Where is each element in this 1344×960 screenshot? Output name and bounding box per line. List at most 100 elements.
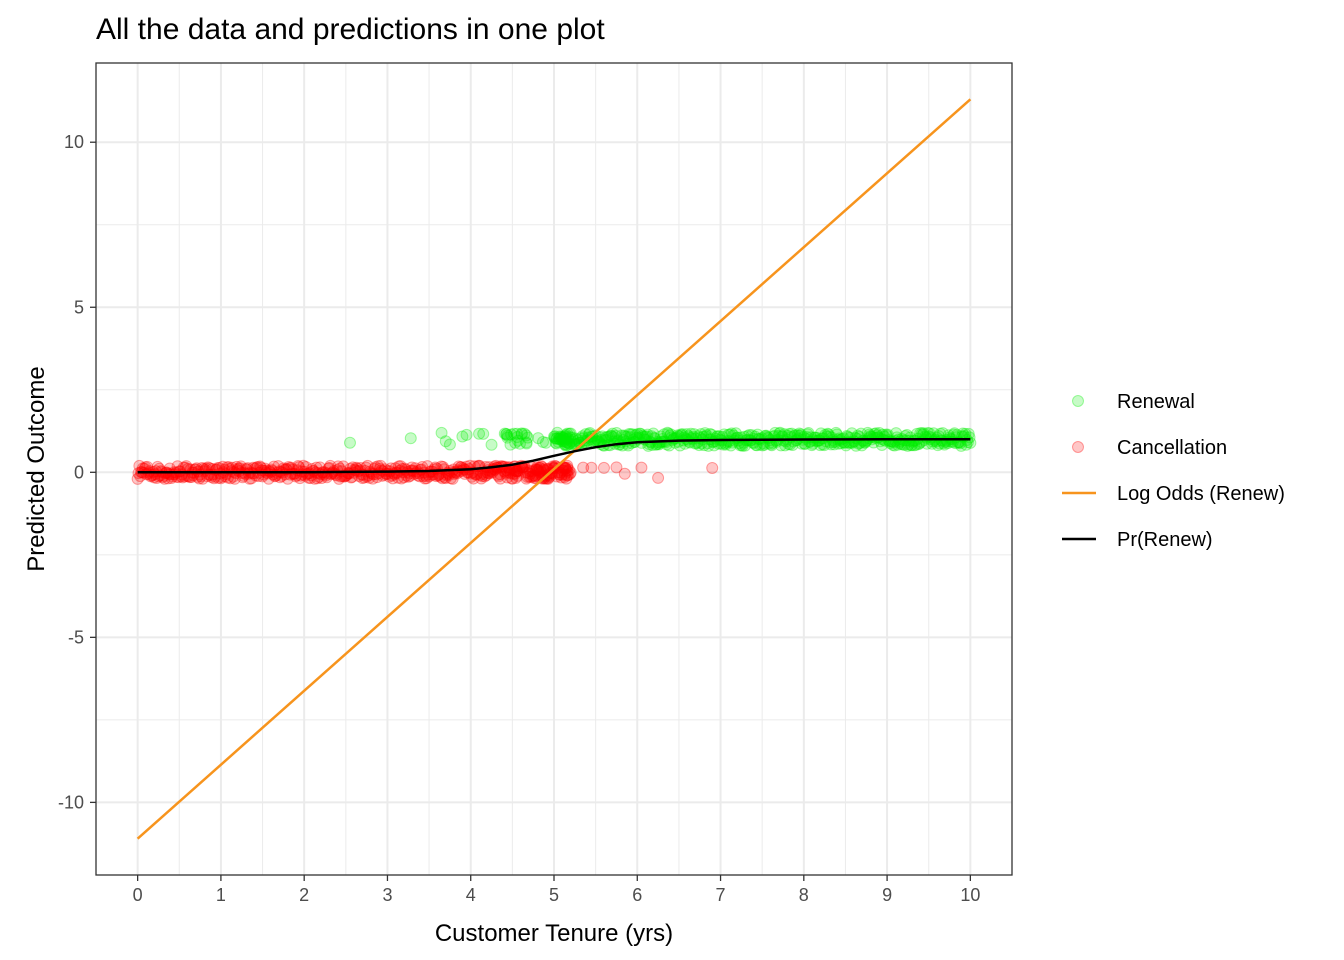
cancellation-point [511, 465, 524, 478]
renewal-point [498, 427, 511, 440]
cancellation-point [492, 470, 505, 483]
cancellation-point [577, 461, 590, 474]
x-tick-label: 10 [960, 885, 980, 905]
cancellation-point [510, 464, 523, 477]
cancellation-point [509, 467, 522, 480]
cancellation-point [418, 472, 431, 485]
cancellation-point [438, 471, 451, 484]
renewal-point [539, 436, 552, 449]
cancellation-point [597, 461, 610, 474]
renewal-point [520, 437, 533, 450]
cancellation-point [336, 470, 349, 483]
cancellation-point [241, 462, 254, 475]
y-axis: -10 -5 0 5 10 [58, 132, 96, 812]
renewal-point [553, 430, 566, 443]
renewal-point [759, 429, 772, 442]
cancellation-point [152, 470, 165, 483]
cancellation-point [519, 466, 532, 479]
cancellation-point [350, 461, 363, 474]
renewal-point [500, 428, 513, 441]
x-tick-label: 5 [549, 885, 559, 905]
renewal-point [909, 434, 922, 447]
cancellation-point [535, 460, 548, 473]
legend-item: Cancellation [1072, 437, 1227, 459]
renewal-point [662, 427, 675, 440]
legend-item: Renewal [1072, 391, 1195, 413]
cancellation-point [524, 471, 537, 484]
renewal-point [798, 437, 811, 450]
cancellation-point [550, 470, 563, 483]
renewal-point [618, 429, 631, 442]
cancellation-point [491, 468, 504, 481]
legend-item: Pr(Renew) [1062, 529, 1213, 551]
renewal-point [606, 427, 619, 440]
renewal-point [550, 432, 563, 445]
renewal-point [563, 437, 576, 450]
renewal-point [404, 432, 417, 445]
cancellation-point [537, 463, 550, 476]
y-tick-label: 0 [74, 462, 84, 482]
cancellation-point [526, 465, 539, 478]
renewal-point [661, 426, 674, 439]
y-tick-label: 5 [74, 297, 84, 317]
cancellation-point [268, 470, 281, 483]
legend-label: Renewal [1117, 391, 1195, 413]
cancellation-point [416, 461, 429, 474]
renewal-point [520, 436, 533, 449]
cancellation-point [376, 469, 389, 482]
cancellation-point [494, 472, 507, 485]
renewal-point [560, 436, 573, 449]
renewal-point [615, 429, 628, 442]
cancellation-point [547, 461, 560, 474]
renewal-point [501, 431, 514, 444]
renewal-point [610, 426, 623, 439]
renewal-point [566, 431, 579, 444]
renewal-point [576, 430, 589, 443]
renewal-point [564, 427, 577, 440]
cancellation-point [266, 464, 279, 477]
renewal-point [624, 428, 637, 441]
legend-label: Cancellation [1117, 437, 1227, 459]
cancellation-point [561, 461, 574, 474]
renewal-point [596, 430, 609, 443]
cancellation-point [530, 464, 543, 477]
renewal-point [554, 431, 567, 444]
cancellation-point [464, 467, 477, 480]
cancellation-point [535, 466, 548, 479]
cancellation-point [446, 472, 459, 485]
renewal-point [856, 434, 869, 447]
cancellation-point [530, 463, 543, 476]
x-tick-label: 2 [299, 885, 309, 905]
renewal-point [907, 434, 920, 447]
cancellation-point [561, 459, 574, 472]
cancellation-point [505, 472, 518, 485]
renewal-point [558, 438, 571, 451]
renewal-point [551, 426, 564, 439]
cancellation-point [552, 461, 565, 474]
cancellation-point [465, 470, 478, 483]
cancellation-point [558, 461, 571, 474]
renewal-point [629, 429, 642, 442]
renewal-point [562, 432, 575, 445]
renewal-point [593, 431, 606, 444]
renewal-point [647, 427, 660, 440]
cancellation-point [499, 467, 512, 480]
cancellation-point [203, 462, 216, 475]
renewal-point [791, 429, 804, 442]
renewal-point [520, 429, 533, 442]
renewal-point [560, 428, 573, 441]
legend-label: Log Odds (Renew) [1117, 483, 1285, 505]
cancellation-point [301, 467, 314, 480]
x-tick-label: 0 [133, 885, 143, 905]
cancellation-point [234, 462, 247, 475]
cancellation-point [512, 464, 525, 477]
renewal-point [443, 438, 456, 451]
model-lines [136, 98, 972, 840]
renewal-point [439, 435, 452, 448]
renewal-point [505, 428, 518, 441]
log-odds-line [136, 98, 972, 840]
renewal-point [641, 428, 654, 441]
renewal-point [810, 434, 823, 447]
renewal-point [521, 431, 534, 444]
cancellation-point [501, 471, 514, 484]
